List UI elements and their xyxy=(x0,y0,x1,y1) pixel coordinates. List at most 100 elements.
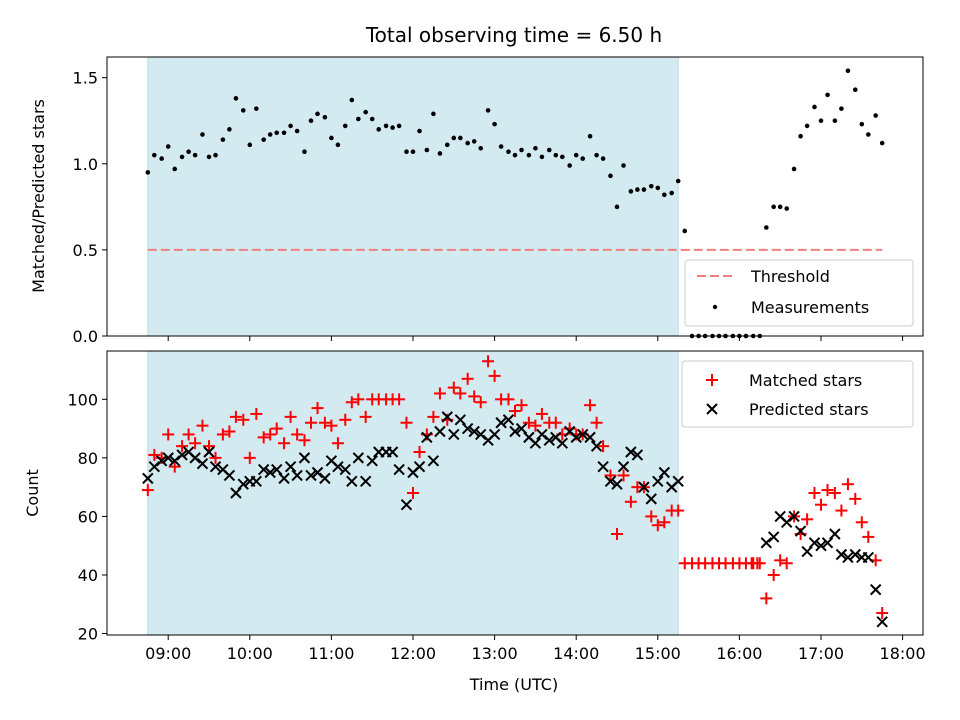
matched-star-point xyxy=(433,387,446,400)
predicted-star-point xyxy=(502,414,515,426)
measurement-point xyxy=(812,104,817,110)
measurement-point xyxy=(879,140,885,146)
legend-predicted-label: Predicted stars xyxy=(749,400,869,419)
top-ytick-label: 0.0 xyxy=(73,327,98,346)
predicted-star-point xyxy=(801,545,813,558)
predicted-star-point xyxy=(794,525,807,537)
measurement-point xyxy=(186,149,191,155)
legend-threshold-label: Threshold xyxy=(750,267,830,286)
predicted-star-point xyxy=(305,469,317,482)
measurement-point xyxy=(492,121,497,127)
measurement-point xyxy=(308,118,314,124)
matched-star-point xyxy=(482,355,495,368)
predicted-star-point xyxy=(597,460,609,473)
measurement-point xyxy=(675,178,681,184)
measurement-point xyxy=(281,130,287,136)
predicted-star-point xyxy=(346,475,358,487)
matched-star-point xyxy=(182,428,195,441)
legend-measurements-swatch xyxy=(712,304,718,310)
measurement-point xyxy=(498,144,504,149)
measurement-point xyxy=(247,142,253,148)
measurement-point xyxy=(404,149,409,155)
measurement-point xyxy=(349,97,355,103)
matched-star-point xyxy=(352,393,365,406)
measurement-point xyxy=(192,152,198,158)
measurement-point xyxy=(798,133,803,139)
matched-star-point xyxy=(257,431,270,444)
matched-star-point xyxy=(841,478,854,491)
matched-star-point xyxy=(645,510,658,523)
measurement-point xyxy=(383,123,389,129)
measurement-point xyxy=(859,121,865,127)
matched-star-point xyxy=(611,527,623,540)
matched-star-point xyxy=(148,448,161,461)
predicted-star-point xyxy=(271,463,283,476)
bottom-panel: 20 40 60 80 100 09:00 10:00 11:00 12:00 13:00 14:… xyxy=(23,350,926,694)
legend-matched-label: Matched stars xyxy=(749,371,862,390)
xtick-label: 11:00 xyxy=(308,644,354,663)
measurement-point xyxy=(240,108,246,113)
matched-star-point xyxy=(808,487,821,499)
matched-star-point xyxy=(413,446,426,459)
measurement-point xyxy=(866,132,871,137)
measurement-point xyxy=(839,106,844,111)
matched-star-point xyxy=(767,568,780,581)
predicted-star-point xyxy=(352,452,365,464)
measurement-point xyxy=(471,139,477,144)
measurement-point xyxy=(396,123,402,129)
measurement-point xyxy=(437,151,443,156)
predicted-star-point xyxy=(400,499,413,511)
measurement-point xyxy=(662,192,667,198)
predicted-star-point xyxy=(278,472,290,485)
matched-star-point xyxy=(474,396,487,409)
predicted-star-point xyxy=(155,455,168,467)
measurement-point xyxy=(329,135,334,141)
predicted-star-point xyxy=(142,472,154,485)
predicted-star-point xyxy=(413,460,426,473)
predicted-star-point xyxy=(584,431,596,444)
measurement-point xyxy=(424,147,430,153)
predicted-star-point xyxy=(148,460,161,473)
matched-star-point xyxy=(264,428,277,441)
measurement-point xyxy=(233,96,239,101)
xtick-label: 16:00 xyxy=(716,644,762,663)
predicted-star-point xyxy=(461,422,474,435)
matched-star-point xyxy=(318,416,331,429)
predicted-star-point xyxy=(488,428,501,441)
matched-star-point xyxy=(597,440,610,453)
predicted-star-point xyxy=(876,616,888,628)
top-legend: Threshold Measurements xyxy=(684,259,914,327)
measurement-point xyxy=(648,183,654,189)
measurement-point xyxy=(465,140,470,146)
xtick-label: 13:00 xyxy=(472,644,518,663)
measurement-point xyxy=(845,68,851,74)
matched-star-point xyxy=(141,484,154,497)
measurement-point xyxy=(560,154,565,160)
matched-star-point xyxy=(488,369,501,382)
measurement-point xyxy=(594,152,599,158)
predicted-star-point xyxy=(556,437,569,449)
matched-star-point xyxy=(203,440,215,453)
matched-star-point xyxy=(468,390,481,403)
matched-star-point xyxy=(502,393,515,406)
top-ytick-label: 1.5 xyxy=(73,69,98,88)
predicted-star-point xyxy=(339,463,351,476)
matched-star-point xyxy=(584,399,597,412)
matched-star-point xyxy=(447,381,460,394)
measurement-point xyxy=(635,187,640,192)
measurement-point xyxy=(213,152,218,158)
measurement-point xyxy=(335,142,341,148)
measurement-point xyxy=(261,137,266,142)
predicted-star-point xyxy=(631,449,644,461)
xtick-label: 14:00 xyxy=(553,644,599,663)
matched-star-point xyxy=(780,557,793,570)
matched-star-point xyxy=(223,425,236,438)
measurement-point xyxy=(852,87,858,93)
matched-star-point xyxy=(876,607,889,620)
predicted-star-point xyxy=(611,478,623,490)
predicted-star-point xyxy=(386,446,399,458)
matched-star-point xyxy=(216,428,229,441)
measurement-point xyxy=(390,125,395,130)
matched-star-point xyxy=(176,440,189,453)
